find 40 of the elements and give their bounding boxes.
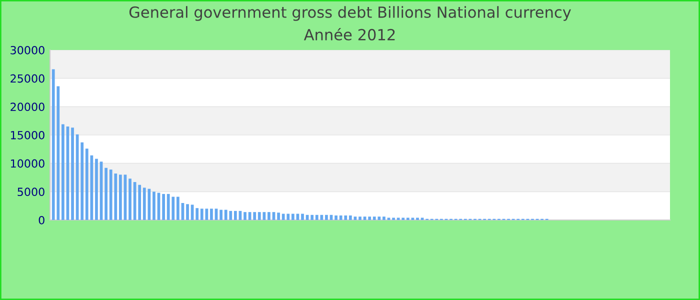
bar bbox=[358, 216, 362, 220]
y-tick-label: 30000 bbox=[10, 46, 44, 54]
bar bbox=[138, 184, 142, 220]
bar bbox=[162, 194, 165, 220]
bar bbox=[253, 212, 256, 220]
y-tick-label: 10000 bbox=[11, 159, 44, 168]
y-tick-label: 0 bbox=[38, 216, 44, 224]
bar bbox=[95, 158, 98, 220]
bar bbox=[291, 214, 294, 220]
bar bbox=[348, 215, 352, 220]
y-tick-label: 15000 bbox=[11, 130, 44, 140]
bar bbox=[186, 204, 189, 220]
bar bbox=[301, 214, 304, 220]
bar bbox=[363, 216, 366, 220]
chart-subtitle: Année 2012 bbox=[304, 28, 395, 40]
bar bbox=[176, 196, 180, 220]
bar bbox=[382, 216, 386, 220]
bar bbox=[196, 208, 199, 220]
bar bbox=[128, 178, 132, 220]
bar bbox=[334, 215, 338, 220]
bar bbox=[310, 214, 314, 220]
bar bbox=[152, 192, 156, 220]
bar bbox=[268, 212, 270, 220]
chart-title: General government gross debt Billions National currency bbox=[129, 6, 571, 21]
bar bbox=[325, 214, 328, 220]
bar bbox=[71, 128, 74, 220]
bar bbox=[220, 210, 222, 220]
y-tick-label: 5000 bbox=[18, 188, 44, 196]
bar bbox=[368, 216, 372, 220]
y-tick-label: 25000 bbox=[10, 74, 44, 83]
bar bbox=[210, 208, 213, 220]
bar bbox=[277, 212, 280, 220]
bar bbox=[118, 174, 122, 220]
bar bbox=[244, 212, 246, 220]
bar bbox=[104, 168, 108, 220]
bar bbox=[62, 124, 64, 220]
bar bbox=[354, 216, 357, 220]
bar bbox=[80, 142, 84, 220]
y-tick-label: 20000 bbox=[10, 102, 44, 112]
bar bbox=[234, 210, 237, 220]
